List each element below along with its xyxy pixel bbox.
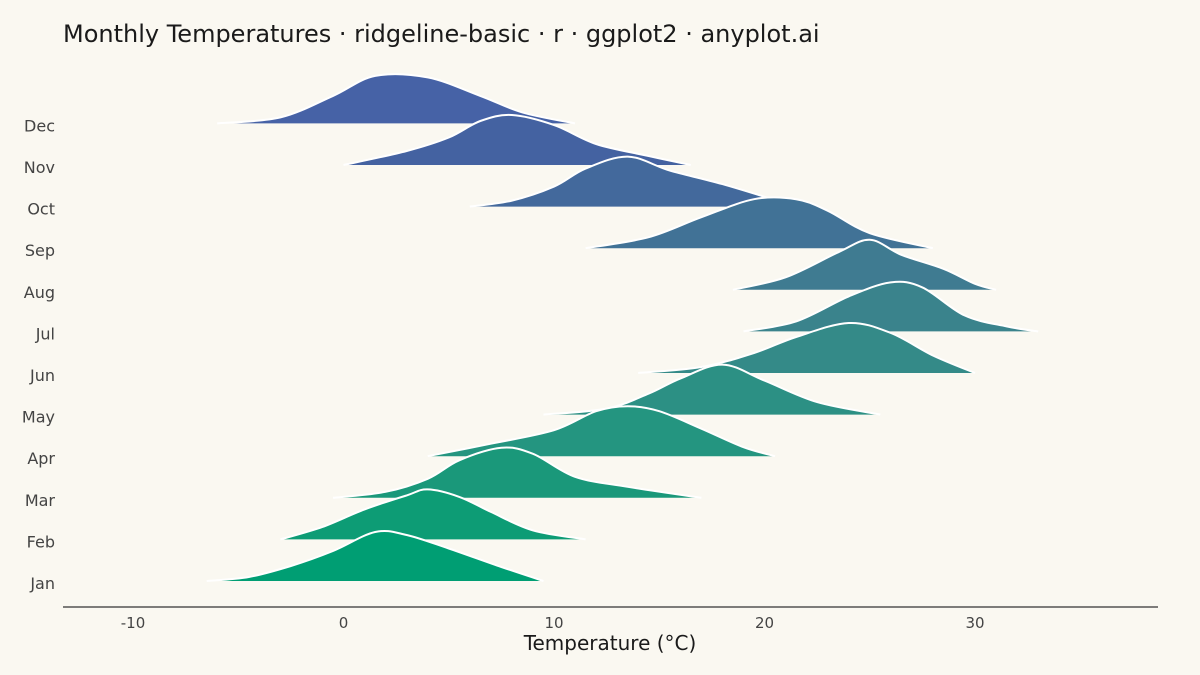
chart-title: Monthly Temperatures · ridgeline-basic ·… bbox=[63, 20, 820, 48]
ridge-area-may bbox=[543, 364, 881, 415]
y-label-apr: Apr bbox=[27, 449, 55, 468]
ridge-outline-oct bbox=[469, 155, 797, 208]
x-axis-ticks: -10 0 10 20 30 bbox=[121, 614, 985, 632]
x-tick-label: 10 bbox=[544, 614, 563, 632]
ridge-area-jul bbox=[743, 281, 1039, 332]
y-axis-labels: Jan Feb Mar Apr May Jun Jul Aug Sep Oct Nov Dec bbox=[22, 116, 56, 593]
ridge-jun bbox=[638, 321, 976, 374]
ridge-oct bbox=[469, 155, 797, 208]
x-tick-label: 0 bbox=[339, 614, 349, 632]
ridge-area-jun bbox=[638, 322, 975, 373]
ridge-sep bbox=[585, 196, 934, 250]
y-label-oct: Oct bbox=[27, 200, 55, 219]
ridge-area-dec bbox=[217, 74, 575, 124]
x-axis-label: Temperature (°C) bbox=[523, 631, 697, 655]
y-label-may: May bbox=[22, 408, 55, 427]
ridge-outline-jun bbox=[638, 321, 976, 374]
ridge-dec bbox=[217, 73, 576, 125]
y-label-dec: Dec bbox=[24, 116, 55, 135]
y-label-aug: Aug bbox=[24, 283, 55, 302]
ridge-area-jan bbox=[206, 530, 544, 581]
ridge-outline-jul bbox=[743, 280, 1039, 333]
x-tick-label: -10 bbox=[121, 614, 146, 632]
ridge-feb bbox=[280, 488, 586, 541]
y-label-jul: Jul bbox=[35, 324, 55, 343]
ridge-outline-aug bbox=[732, 238, 997, 291]
ridge-series-group bbox=[206, 73, 1039, 582]
ridge-outline-nov bbox=[343, 113, 692, 166]
y-label-mar: Mar bbox=[25, 491, 56, 510]
ridge-outline-sep bbox=[585, 196, 934, 250]
ridge-area-aug bbox=[732, 239, 997, 290]
y-label-nov: Nov bbox=[24, 158, 55, 177]
ridge-area-feb bbox=[280, 489, 586, 540]
ridge-nov bbox=[343, 113, 692, 166]
x-tick-label: 20 bbox=[755, 614, 774, 632]
ridge-mar bbox=[332, 446, 702, 499]
y-label-feb: Feb bbox=[27, 532, 55, 551]
ridge-outline-mar bbox=[332, 446, 702, 499]
ridge-area-sep bbox=[585, 197, 933, 249]
ridge-area-mar bbox=[333, 447, 702, 498]
ridge-apr bbox=[427, 405, 776, 458]
ridge-outline-dec bbox=[217, 73, 576, 125]
ridge-outline-apr bbox=[427, 405, 776, 458]
y-label-sep: Sep bbox=[25, 241, 55, 260]
ridge-area-apr bbox=[427, 406, 775, 457]
ridge-aug bbox=[732, 238, 997, 291]
x-tick-label: 30 bbox=[965, 614, 984, 632]
ridge-area-oct bbox=[469, 156, 797, 207]
ridge-outline-jan bbox=[206, 529, 544, 582]
ridge-area-nov bbox=[343, 114, 691, 165]
ridge-outline-feb bbox=[280, 488, 586, 541]
ridge-jan bbox=[206, 529, 544, 582]
ridge-jul bbox=[743, 280, 1039, 333]
y-label-jun: Jun bbox=[29, 366, 55, 385]
y-label-jan: Jan bbox=[29, 574, 55, 593]
